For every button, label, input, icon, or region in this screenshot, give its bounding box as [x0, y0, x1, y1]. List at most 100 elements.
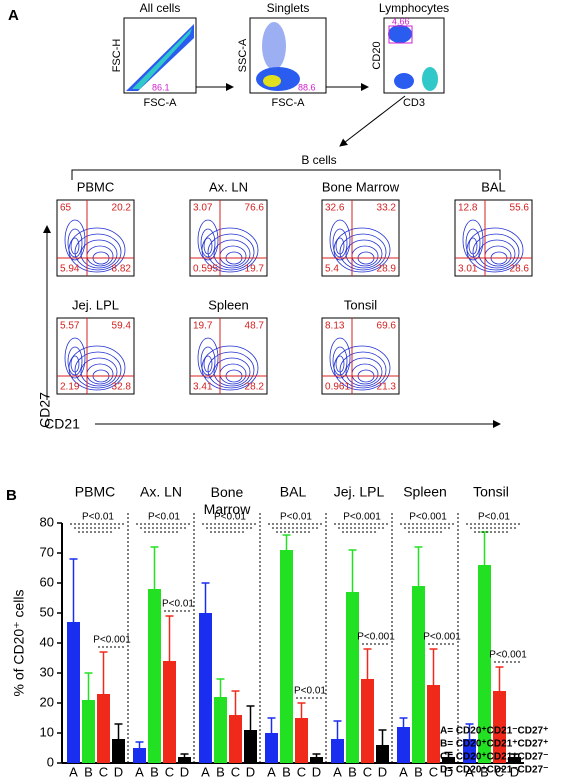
p-value: P<0.001	[409, 512, 447, 523]
y-tick-label: 0	[47, 754, 54, 769]
contour	[203, 237, 213, 255]
bar	[295, 718, 308, 763]
p-value: P<0.01	[148, 512, 180, 523]
quadrant-value: 19.7	[245, 264, 265, 275]
contour	[80, 357, 118, 387]
p-value: P<0.001	[357, 632, 395, 643]
quadrant-value: 19.7	[193, 321, 213, 332]
p-value: P<0.01	[294, 686, 326, 697]
bar	[112, 739, 125, 763]
group-label: Spleen	[403, 484, 447, 500]
group-label: BAL	[280, 484, 307, 500]
quadrant-value: 0.595	[193, 264, 218, 275]
quadrant-value: 32.6	[325, 203, 345, 214]
y-tick-label: 20	[40, 694, 54, 709]
y-axis-title: % of CD20⁺ cells	[11, 590, 27, 697]
quadrant-value: 21.3	[377, 382, 397, 393]
plot-title: BAL	[481, 179, 506, 194]
p-value: P<0.01	[280, 512, 312, 523]
contour	[478, 239, 516, 269]
plot-title: Jej. LPL	[72, 297, 119, 312]
bar	[148, 589, 161, 763]
contour	[70, 237, 80, 255]
bar	[133, 748, 146, 763]
contour	[74, 351, 122, 389]
contour	[335, 355, 345, 373]
x-tick-label: B	[282, 764, 291, 779]
plot-title: Ax. LN	[209, 179, 248, 194]
density	[126, 24, 194, 91]
y-tick-label: 30	[40, 664, 54, 679]
density	[132, 28, 192, 89]
plot-title: Tonsil	[344, 297, 377, 312]
x-tick-label: C	[99, 764, 108, 779]
x-tick-label: B	[150, 764, 159, 779]
y-tick-label: 50	[40, 604, 54, 619]
bar	[280, 550, 293, 763]
x-tick-label: A	[135, 764, 144, 779]
x-tick-label: D	[312, 764, 321, 779]
x-tick-label: A	[399, 764, 408, 779]
quadrant-value: 59.4	[112, 321, 132, 332]
x-tick-label: C	[165, 764, 174, 779]
x-tick-label: D	[378, 764, 387, 779]
quadrant-value: 65	[60, 203, 72, 214]
gate-value: 88.6	[298, 82, 316, 92]
group-label: Tonsil	[473, 484, 509, 500]
x-tick-label: A	[267, 764, 276, 779]
plot-frame	[123, 17, 197, 94]
p-value: P<0.001	[93, 635, 131, 646]
quadrant-value: 5.4	[325, 264, 339, 275]
bar	[97, 694, 110, 763]
x-tick-label: C	[297, 764, 306, 779]
bar	[361, 679, 374, 763]
x-axis-label: CD3	[403, 97, 425, 109]
panel-label: A	[8, 7, 19, 24]
x-tick-label: B	[216, 764, 225, 779]
x-tick-label: B	[414, 764, 423, 779]
quadrant-value: 3.07	[193, 203, 213, 214]
group-label: Ax. LN	[140, 484, 182, 500]
quadrant-value: 2.19	[60, 382, 80, 393]
x-tick-label: B	[348, 764, 357, 779]
contour	[197, 219, 219, 261]
bar	[199, 613, 212, 763]
y-axis-label: FSC-H	[111, 39, 123, 73]
contour	[329, 219, 351, 261]
y-axis-label: CD20	[371, 41, 383, 69]
quadrant-value: 55.6	[510, 203, 530, 214]
gate-value: 86.1	[152, 82, 170, 92]
bar	[229, 715, 242, 763]
plot-title: All cells	[140, 1, 181, 15]
x-axis-label: FSC-A	[272, 97, 306, 109]
x-tick-label: A	[333, 764, 342, 779]
contour	[339, 233, 387, 271]
contour	[197, 337, 219, 379]
contour	[207, 233, 255, 271]
plot-title: Lymphocytes	[379, 1, 449, 15]
contour	[335, 237, 345, 255]
contour	[345, 239, 383, 269]
bar	[265, 733, 278, 763]
group-label: Bone Marrow	[204, 484, 252, 517]
contour	[345, 357, 383, 387]
p-value: P<0.01	[162, 599, 194, 610]
p-value: P<0.001	[343, 512, 381, 523]
p-value: P<0.01	[214, 512, 246, 523]
quadrant-value: 76.6	[245, 203, 265, 214]
quadrant-value: 48.7	[245, 321, 265, 332]
quadrant-value: 28.9	[377, 264, 397, 275]
bar	[376, 745, 389, 763]
contour	[472, 233, 520, 271]
plot-frame	[189, 199, 268, 277]
x-tick-label: B	[480, 764, 489, 779]
axis-title: CD21	[44, 416, 80, 432]
bar	[493, 691, 506, 763]
p-value: P<0.001	[423, 632, 461, 643]
y-tick-label: 60	[40, 574, 54, 589]
x-tick-label: D	[114, 764, 123, 779]
contour	[332, 228, 348, 258]
quadrant-value: 69.6	[377, 321, 397, 332]
contour	[462, 219, 484, 261]
